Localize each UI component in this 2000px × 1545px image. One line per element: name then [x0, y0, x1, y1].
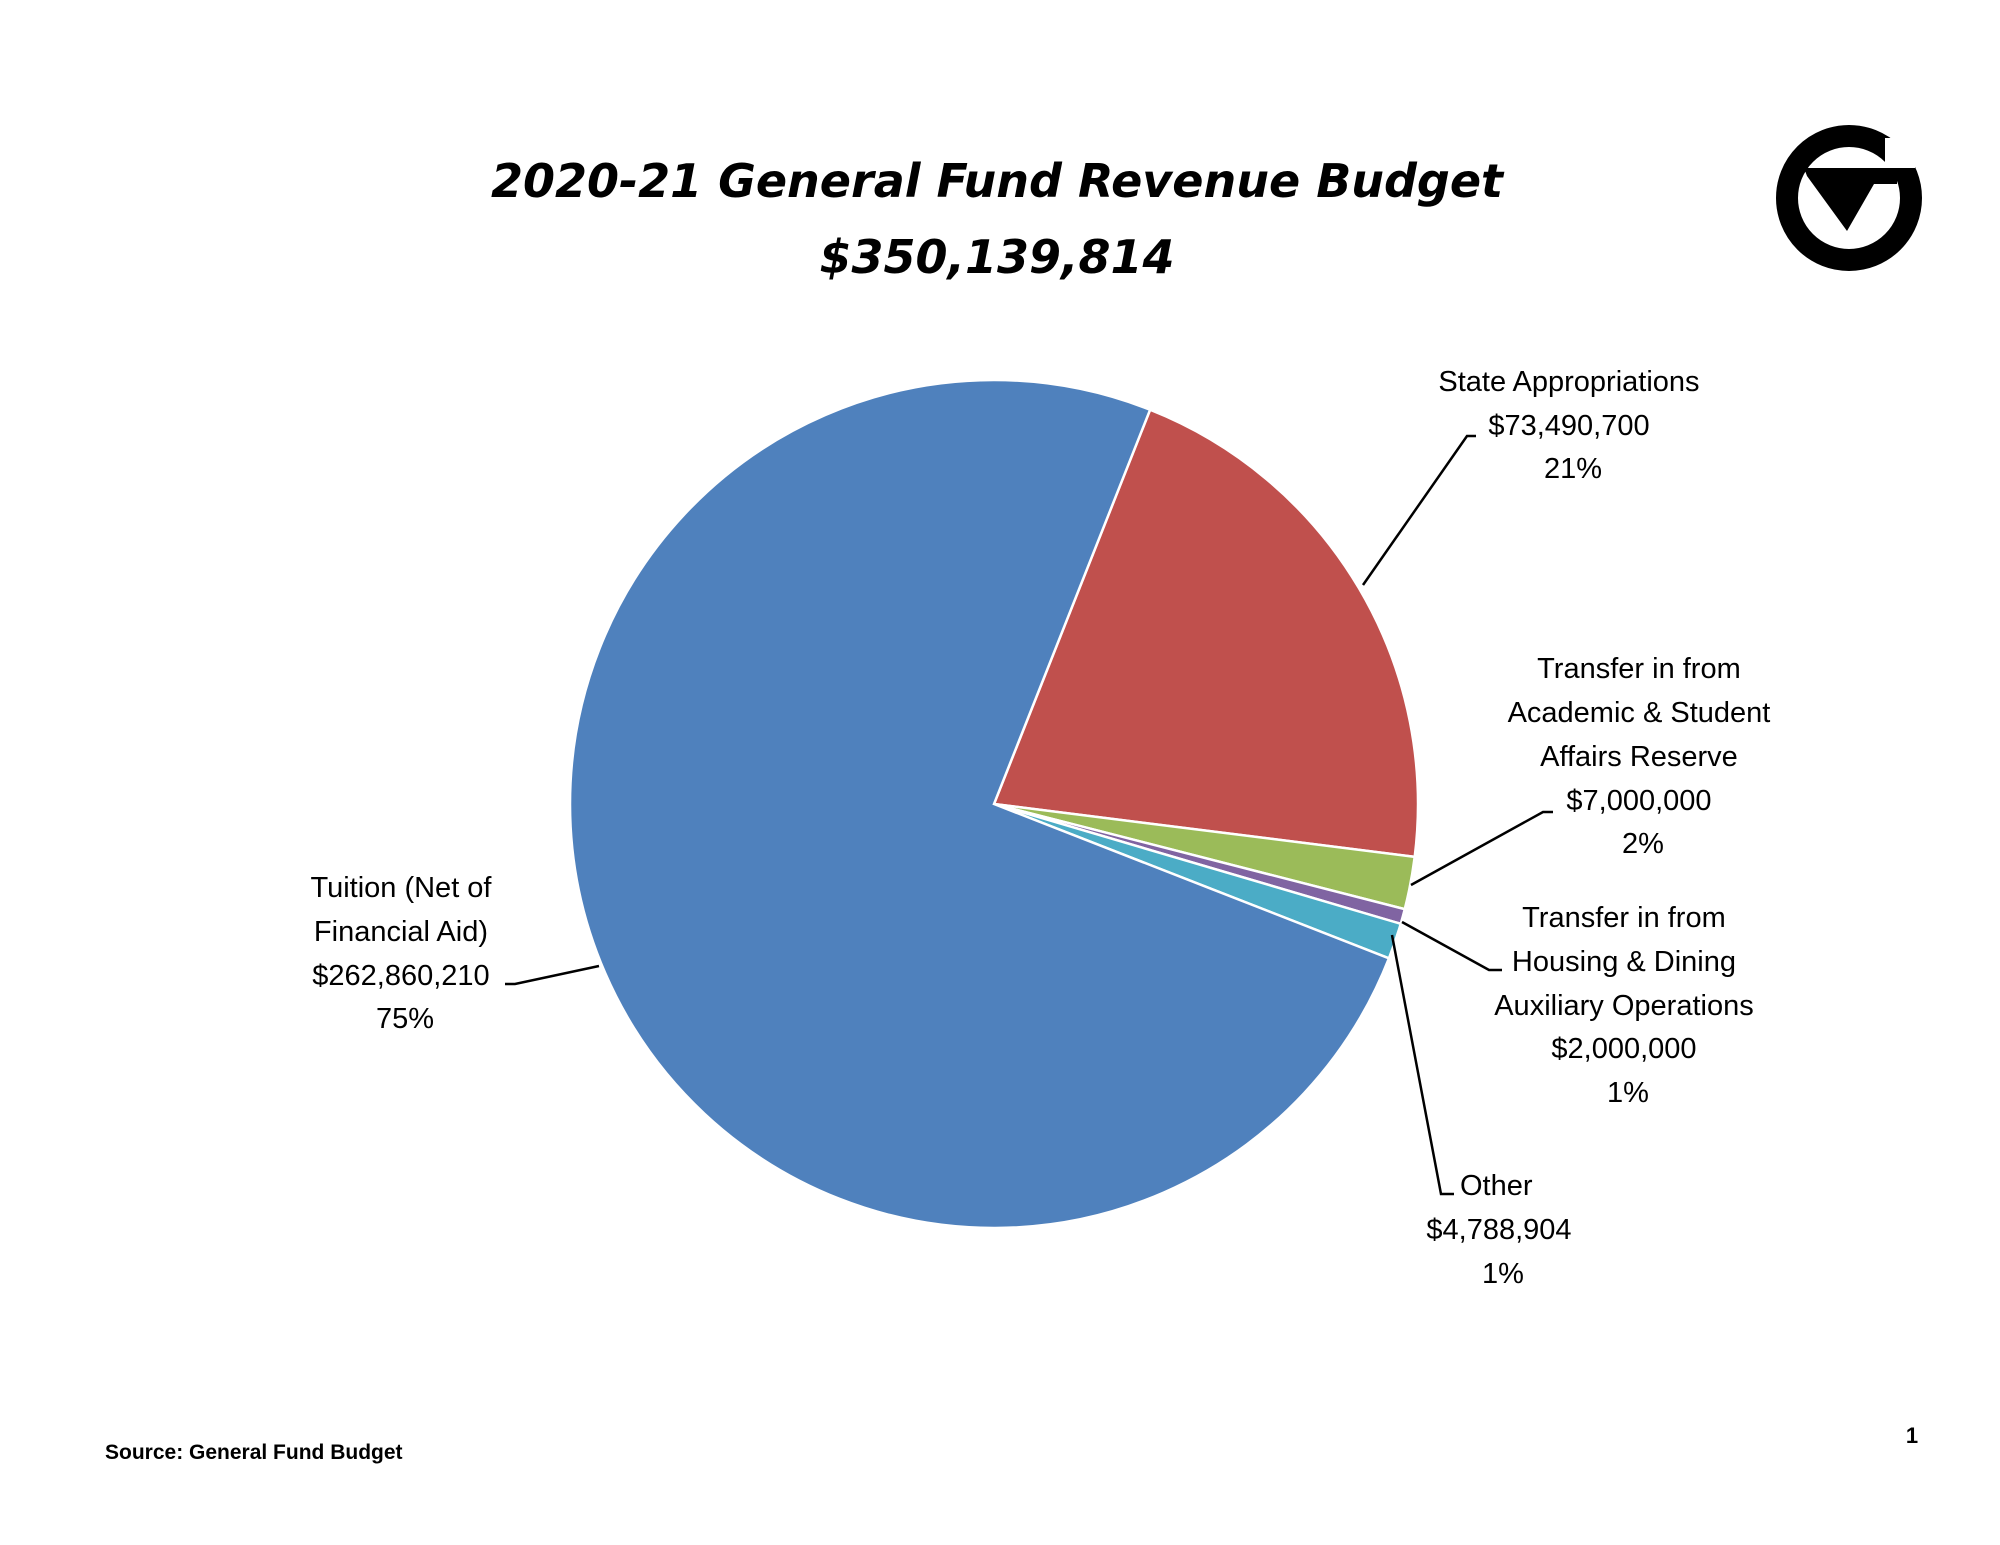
label-name: Transfer in from [1522, 902, 1726, 934]
label-percent: 75% [376, 1003, 434, 1035]
label-tuition: Tuition (Net of Financial Aid) $262,860,… [310, 872, 499, 1035]
label-academic-reserve: Transfer in from Academic & Student Affa… [1508, 653, 1779, 860]
source-note: Source: General Fund Budget [105, 1441, 403, 1464]
label-state: State Appropriations $73,490,700 21% [1438, 366, 1707, 485]
label-amount: $262,860,210 [312, 960, 489, 992]
page-number: 1 [1906, 1423, 1918, 1448]
label-other: Other $4,788,904 1% [1426, 1170, 1579, 1290]
label-percent: 1% [1607, 1077, 1649, 1109]
leader-line-state [1361, 434, 1476, 586]
leader-lines [505, 434, 1553, 1196]
label-name: State Appropriations [1438, 366, 1699, 398]
label-name: Academic & Student [1508, 697, 1771, 729]
label-percent: 21% [1544, 453, 1602, 485]
gv-logo [1776, 125, 1922, 271]
label-name: Auxiliary Operations [1494, 990, 1754, 1022]
label-amount: $4,788,904 [1426, 1214, 1571, 1246]
leader-line-other [1390, 934, 1454, 1196]
chart-title: 2020-21 General Fund Revenue Budget [491, 154, 1505, 208]
label-name: Housing & Dining [1512, 946, 1736, 978]
label-amount: $7,000,000 [1566, 785, 1711, 817]
label-name: Tuition (Net of [310, 872, 492, 904]
label-housing-dining: Transfer in from Housing & Dining Auxili… [1494, 902, 1762, 1109]
label-name: Other [1460, 1170, 1533, 1202]
label-percent: 2% [1622, 828, 1664, 860]
pie-slice-state-appropriations [992, 408, 1420, 859]
label-name: Financial Aid) [314, 916, 488, 948]
pie [568, 378, 1420, 1230]
chart-subtitle: $350,139,814 [819, 230, 1174, 284]
label-name: Affairs Reserve [1540, 741, 1738, 773]
leader-line-academic [1410, 810, 1553, 887]
leader-line-housing [1401, 920, 1502, 972]
label-amount: $73,490,700 [1488, 410, 1649, 442]
pie-slice-tuition-net-of-financial-aid [568, 378, 1391, 1230]
label-percent: 1% [1482, 1258, 1524, 1290]
label-name: Transfer in from [1537, 653, 1741, 685]
label-amount: $2,000,000 [1551, 1033, 1696, 1065]
leader-line-tuition [505, 964, 600, 986]
